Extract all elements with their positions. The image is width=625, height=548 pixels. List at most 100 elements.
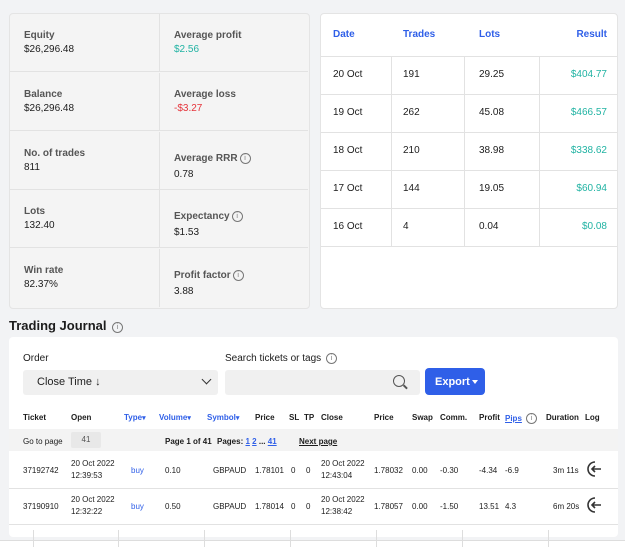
stat-label: Lots [24, 206, 46, 218]
search-icon[interactable] [393, 375, 405, 387]
column-divider [391, 56, 392, 246]
daily-row: 20 Oct 191 29.25 $404.77 [321, 56, 617, 95]
stat-cell: Expectancy i $1.53 [159, 190, 308, 249]
cell-duration: 3m 11s [553, 466, 579, 475]
col-pips[interactable]: Pips i [505, 413, 538, 424]
daily-summary-card: Date Trades Lots Result 20 Oct 191 29.25 $4… [320, 13, 618, 309]
cell-duration: 6m 20s [553, 502, 580, 511]
grid-line [462, 530, 463, 547]
daily-lots: 0.04 [479, 221, 499, 232]
col-log[interactable]: Log [585, 413, 600, 422]
grid-line [33, 530, 34, 547]
cell-close-time: 12:43:04 [321, 471, 353, 480]
col-profit[interactable]: Profit [479, 413, 500, 422]
col-sl[interactable]: SL [289, 413, 300, 422]
col-result[interactable]: Result [576, 29, 607, 40]
stat-label: Balance [24, 88, 63, 100]
col-price[interactable]: Price [255, 413, 275, 422]
go-to-page-label: Go to page [23, 437, 63, 446]
stat-cell: Balance $26,296.48 [10, 73, 159, 131]
page-info: Page 1 of 41 [165, 437, 212, 446]
col-close-price[interactable]: Price [374, 413, 394, 422]
stat-value: $2.56 [174, 44, 200, 55]
order-select[interactable]: Close Time ↓ [23, 370, 218, 395]
stat-label: No. of trades [24, 147, 86, 159]
col-symbol[interactable]: Symbol▾ [207, 413, 240, 422]
stat-value: $26,296.48 [24, 44, 75, 55]
cell-close: 20 Oct 2022 12:43:04 [321, 458, 365, 482]
cell-close-time: 12:38:42 [321, 507, 353, 516]
caret-down-icon [472, 380, 478, 384]
cell-type: buy [131, 466, 144, 475]
col-ticket[interactable]: Ticket [23, 413, 46, 422]
info-icon[interactable]: i [112, 322, 124, 333]
col-open[interactable]: Open [71, 413, 92, 422]
stat-value: 811 [24, 161, 40, 173]
order-label: Order [23, 353, 49, 364]
page-link-last[interactable]: 41 [267, 437, 277, 446]
cell-close-date: 20 Oct 2022 [321, 495, 365, 504]
search-input[interactable] [225, 370, 420, 395]
stat-label: Win rate [24, 265, 64, 277]
cell-open: 20 Oct 2022 12:32:22 [71, 494, 115, 518]
cell-close-date: 20 Oct 2022 [321, 459, 365, 468]
stat-label: Expectancy [174, 211, 230, 223]
export-button[interactable]: Export [425, 368, 485, 395]
info-icon[interactable]: i [231, 211, 243, 223]
page-link-1[interactable]: 1 [245, 437, 250, 446]
col-lots[interactable]: Lots [479, 29, 501, 40]
col-tp[interactable]: TP [304, 413, 315, 422]
cell-close: 20 Oct 2022 12:38:42 [321, 494, 365, 518]
page-link-2[interactable]: 2 [252, 437, 257, 446]
pagination-bar [9, 429, 618, 451]
go-to-page-input[interactable]: 41 [71, 432, 101, 448]
cell-swap: 0.00 [412, 466, 428, 475]
daily-date: 20 Oct [333, 69, 363, 80]
stat-label: Average profit [174, 30, 242, 41]
grid-line [118, 530, 119, 547]
daily-date: 16 Oct [333, 221, 363, 232]
daily-result: $0.08 [581, 221, 607, 232]
pages-list: Pages: 1 2 ... 41 [217, 437, 277, 446]
cell-symbol: GBPAUD [213, 502, 247, 511]
cell-sl: 0 [291, 502, 296, 511]
col-swap[interactable]: Swap [412, 413, 433, 422]
info-icon[interactable]: i [526, 413, 538, 424]
daily-result: $466.57 [570, 107, 607, 118]
search-label: Search tickets or tags i [225, 353, 337, 364]
info-icon[interactable]: i [325, 353, 337, 364]
daily-trades: 4 [403, 221, 409, 232]
stat-cell: Profit factor i 3.88 [159, 249, 308, 308]
cell-profit: -4.34 [479, 466, 498, 475]
info-icon[interactable]: i [239, 152, 251, 164]
stat-value: $26,296.48 [24, 102, 75, 114]
statistics-card: Equity $26,296.48 Average profit $2.56 Balan… [9, 13, 310, 309]
col-volume[interactable]: Volume▾ [159, 413, 191, 422]
col-type[interactable]: Type▾ [124, 413, 146, 422]
cell-open-time: 12:39:53 [71, 471, 103, 480]
log-out-icon[interactable] [585, 460, 603, 478]
stat-cell: Win rate 82.37% [10, 249, 159, 307]
daily-trades: 191 [403, 69, 420, 80]
daily-row: 19 Oct 262 45.08 $466.57 [321, 94, 617, 133]
cell-open-date: 20 Oct 2022 [71, 459, 115, 468]
col-comm[interactable]: Comm. [440, 413, 468, 422]
daily-result: $404.77 [570, 69, 607, 80]
next-page-link[interactable]: Next page [299, 437, 338, 446]
stat-cell: Lots 132.40 [10, 190, 159, 249]
col-close[interactable]: Close [321, 413, 343, 422]
info-icon[interactable]: i [232, 270, 244, 282]
page-footer-grid [0, 540, 625, 548]
cell-tp: 0 [306, 466, 311, 475]
cell-price: 1.78014 [255, 502, 284, 511]
col-trades[interactable]: Trades [403, 29, 436, 40]
table-row[interactable]: 37192742 20 Oct 2022 12:39:53 buy 0.10 GBPAUD… [9, 452, 618, 489]
trading-journal-title: Trading Journal i [9, 318, 124, 333]
col-duration[interactable]: Duration [546, 413, 579, 422]
stat-label: Profit factor [174, 270, 231, 282]
daily-row: 16 Oct 4 0.04 $0.08 [321, 208, 617, 247]
sort-icon: ▾ [142, 415, 146, 422]
col-date[interactable]: Date [333, 29, 355, 40]
table-row[interactable]: 37190910 20 Oct 2022 12:32:22 buy 0.50 GBPAUD… [9, 488, 618, 525]
log-out-icon[interactable] [585, 496, 603, 514]
